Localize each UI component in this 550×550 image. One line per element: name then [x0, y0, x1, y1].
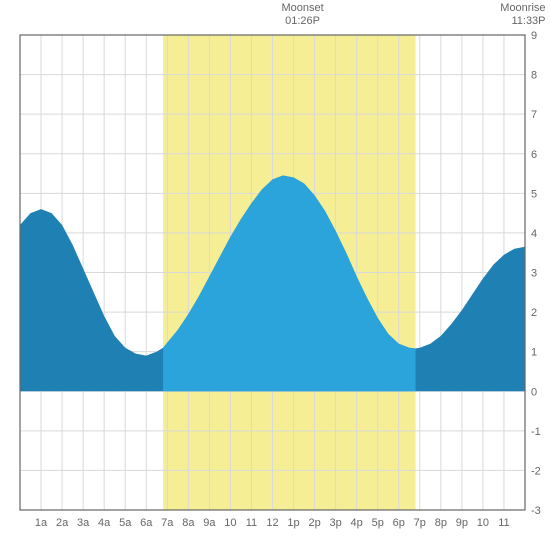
moonset-label: Moonset 01:26P	[273, 2, 333, 28]
x-tick-label: 2a	[56, 517, 69, 529]
y-tick-label: -1	[531, 426, 541, 438]
x-tick-label: 5p	[372, 517, 384, 529]
x-tick-label: 3a	[77, 517, 90, 529]
x-tick-label: 8a	[182, 517, 195, 529]
moonset-title: Moonset	[273, 2, 333, 15]
x-tick-label: 1p	[287, 517, 299, 529]
x-tick-label: 10	[224, 517, 236, 529]
moonset-time: 01:26P	[273, 15, 333, 28]
y-tick-label: -2	[531, 465, 541, 477]
y-tick-label: 8	[531, 70, 537, 82]
x-tick-label: 7p	[414, 517, 426, 529]
y-tick-label: 0	[531, 386, 537, 398]
x-tick-label: 10	[477, 517, 489, 529]
y-tick-label: 9	[531, 30, 537, 42]
x-tick-label: 12	[266, 517, 278, 529]
x-tick-label: 8p	[435, 517, 447, 529]
chart-svg: -3-2-101234567891a2a3a4a5a6a7a8a9a101112…	[0, 0, 550, 550]
x-tick-label: 11	[246, 517, 257, 529]
x-tick-label: 6p	[393, 517, 405, 529]
y-tick-label: 3	[531, 268, 537, 280]
x-tick-label: 9p	[456, 517, 468, 529]
y-tick-label: 7	[531, 109, 537, 121]
x-tick-label: 4a	[98, 517, 111, 529]
x-tick-label: 1a	[35, 517, 48, 529]
moonrise-time: 11:33P	[486, 15, 546, 28]
x-tick-label: 5a	[119, 517, 132, 529]
x-tick-label: 6a	[140, 517, 153, 529]
y-tick-label: 4	[531, 228, 537, 240]
moonrise-title: Moonrise	[486, 2, 546, 15]
moonrise-label: Moonrise 11:33P	[486, 2, 546, 28]
y-tick-label: 2	[531, 307, 537, 319]
y-tick-label: 1	[531, 347, 537, 359]
x-tick-label: 11	[498, 517, 509, 529]
tide-chart: Moonset 01:26P Moonrise 11:33P -3-2-1012…	[0, 0, 550, 550]
y-tick-label: 6	[531, 149, 537, 161]
y-tick-label: -3	[531, 505, 541, 517]
x-tick-label: 9a	[203, 517, 216, 529]
x-tick-label: 2p	[308, 517, 320, 529]
x-tick-label: 4p	[351, 517, 363, 529]
x-tick-label: 7a	[161, 517, 174, 529]
y-tick-label: 5	[531, 188, 537, 200]
x-tick-label: 3p	[330, 517, 342, 529]
